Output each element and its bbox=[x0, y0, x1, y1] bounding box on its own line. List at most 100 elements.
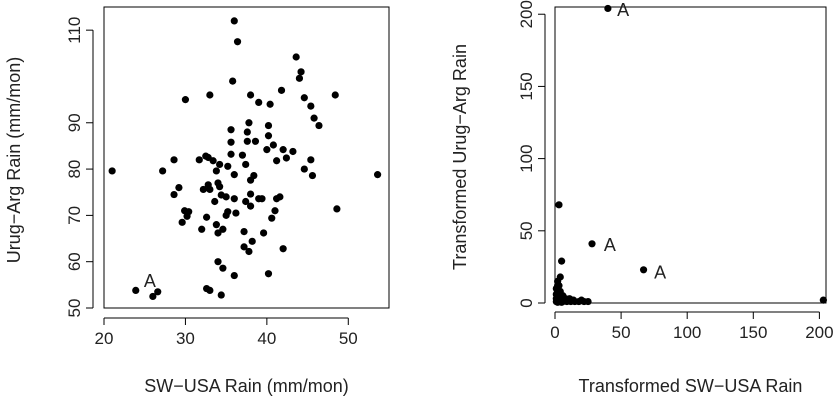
left-data-point bbox=[206, 185, 214, 194]
left-data-point bbox=[230, 171, 238, 179]
left-data-point bbox=[240, 243, 248, 251]
left-data-point bbox=[159, 167, 167, 175]
left-data-point bbox=[232, 209, 240, 217]
left-data-point bbox=[195, 156, 203, 164]
left-data-point bbox=[211, 197, 219, 206]
left-data-point bbox=[212, 167, 220, 175]
left-data-point bbox=[175, 184, 183, 192]
left-y-tick-label: 110 bbox=[65, 17, 84, 44]
left-data-point bbox=[297, 68, 305, 76]
right-data-point bbox=[819, 296, 827, 304]
right-data-point bbox=[584, 297, 592, 306]
left-data-point bbox=[282, 154, 290, 162]
right-x-axis-title: Transformed SW−USA Rain bbox=[579, 376, 803, 396]
left-data-point bbox=[230, 195, 238, 203]
left-data-point bbox=[214, 258, 222, 266]
right-data-point bbox=[558, 257, 566, 265]
left-data-point bbox=[216, 183, 224, 191]
left-scatter-panel: 20 30 40 50 50 60 70 80 90 110 SW−USA Rain (mm/mon… bbox=[4, 6, 390, 396]
left-y-tick-label: 50 bbox=[65, 299, 84, 318]
left-data-point bbox=[295, 74, 304, 82]
left-data-point bbox=[307, 156, 315, 164]
left-data-point bbox=[246, 202, 255, 210]
left-data-point bbox=[292, 53, 300, 61]
left-y-tick-label: 60 bbox=[65, 252, 84, 271]
left-plot-frame bbox=[103, 6, 390, 309]
left-data-point bbox=[214, 229, 222, 237]
left-annotation-label: A bbox=[144, 271, 156, 291]
left-data-point bbox=[185, 208, 193, 216]
left-data-point bbox=[242, 160, 250, 169]
left-data-point bbox=[246, 91, 255, 99]
left-data-point bbox=[170, 190, 178, 199]
right-y-tick-label: 150 bbox=[517, 72, 536, 100]
right-x-tick-label: 100 bbox=[673, 323, 701, 342]
left-data-point bbox=[264, 270, 273, 278]
left-data-point bbox=[219, 225, 227, 233]
left-data-point bbox=[224, 162, 232, 170]
left-data-point bbox=[209, 157, 217, 165]
left-y-tick-label: 80 bbox=[65, 160, 84, 179]
left-data-point bbox=[224, 208, 232, 216]
right-data-point bbox=[604, 4, 612, 13]
left-data-point bbox=[198, 225, 206, 233]
left-x-tick-label: 30 bbox=[176, 329, 195, 348]
left-data-point bbox=[279, 245, 287, 253]
left-data-point bbox=[269, 141, 277, 149]
left-data-point bbox=[199, 185, 207, 194]
left-data-point bbox=[315, 121, 323, 130]
left-data-point bbox=[242, 197, 250, 206]
right-y-axis-title: Transformed Urug−Arg Rain bbox=[450, 44, 470, 270]
left-data-point bbox=[203, 213, 211, 221]
left-data-point bbox=[271, 207, 279, 215]
left-data-point bbox=[266, 100, 274, 108]
left-data-point bbox=[222, 193, 230, 201]
left-x-tick-label: 20 bbox=[95, 329, 114, 348]
left-data-point bbox=[245, 247, 253, 256]
left-data-point bbox=[300, 94, 308, 102]
right-data-point bbox=[555, 201, 563, 209]
left-data-point bbox=[333, 205, 341, 213]
left-data-point bbox=[289, 147, 297, 156]
left-data-point bbox=[181, 96, 190, 104]
left-data-point bbox=[227, 150, 235, 158]
left-data-point bbox=[229, 77, 237, 85]
right-plot-frame bbox=[554, 6, 827, 304]
right-data-point bbox=[639, 266, 648, 274]
left-data-point bbox=[219, 264, 227, 272]
left-data-point bbox=[178, 218, 186, 226]
right-annotation-label: A bbox=[604, 235, 616, 255]
left-data-point bbox=[276, 193, 284, 201]
left-data-point bbox=[230, 271, 238, 280]
right-data-point bbox=[556, 273, 564, 281]
left-data-point bbox=[238, 151, 247, 159]
right-data-point bbox=[588, 240, 596, 248]
left-data-point bbox=[243, 128, 251, 136]
left-data-point bbox=[300, 165, 308, 173]
left-data-point bbox=[374, 171, 382, 179]
left-data-point bbox=[206, 91, 214, 99]
left-data-point bbox=[264, 121, 273, 130]
left-data-point bbox=[260, 229, 268, 237]
left-data-point bbox=[206, 286, 214, 295]
left-data-point bbox=[245, 119, 253, 127]
left-data-point bbox=[216, 160, 224, 169]
right-scatter-panel: 0 50 100 150 200 0 50 100 150 200 Transformed SW−U… bbox=[450, 0, 834, 396]
left-data-point bbox=[263, 146, 271, 154]
right-x-tick-label: 0 bbox=[550, 323, 559, 342]
left-data-point bbox=[264, 132, 273, 140]
right-annotation-label: A bbox=[654, 263, 666, 283]
left-data-point bbox=[251, 137, 260, 145]
left-data-point bbox=[170, 156, 178, 164]
left-y-tick-label: 70 bbox=[65, 206, 84, 225]
right-data-point bbox=[556, 287, 564, 296]
right-y-tick-label: 200 bbox=[517, 0, 536, 28]
left-data-point bbox=[268, 214, 276, 222]
right-x-tick-label: 50 bbox=[612, 323, 631, 342]
left-data-point bbox=[248, 237, 256, 245]
left-data-point bbox=[307, 102, 315, 110]
left-data-point bbox=[217, 291, 225, 299]
left-data-point bbox=[273, 157, 281, 165]
left-data-point bbox=[108, 167, 116, 175]
right-x-tick-label: 200 bbox=[805, 323, 833, 342]
